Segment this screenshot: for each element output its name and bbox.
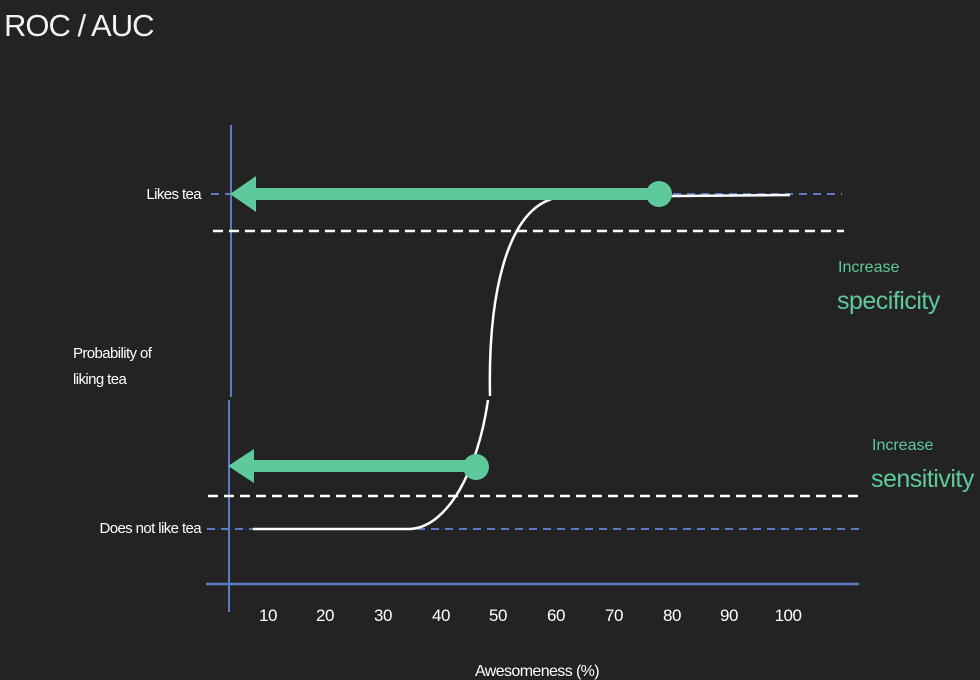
- x-tick-40: 40: [432, 606, 450, 625]
- y-axis-title-line1: Probability of: [73, 345, 153, 362]
- likes-tea-label: Likes tea: [146, 186, 202, 203]
- logistic-curve-top: [488, 193, 791, 397]
- x-tick-50: 50: [489, 606, 507, 625]
- x-tick-90: 90: [720, 606, 738, 625]
- x-tick-60: 60: [547, 606, 565, 625]
- x-tick-70: 70: [605, 606, 623, 625]
- specificity-arrow-head: [230, 176, 256, 212]
- specificity-label: specificity: [837, 287, 941, 315]
- sensitivity-increase-label: Increase: [872, 437, 933, 454]
- x-tick-30: 30: [374, 606, 392, 625]
- sensitivity-label: sensitivity: [871, 465, 975, 493]
- x-axis-title: Awesomeness (%): [475, 663, 599, 680]
- y-axis-title-line2: liking tea: [73, 371, 127, 388]
- specificity-arrow-shaft: [252, 188, 658, 200]
- sensitivity-arrow-shaft: [250, 460, 476, 472]
- slide-title: ROC / AUC: [4, 8, 154, 43]
- x-tick-100: 100: [775, 606, 802, 625]
- sensitivity-threshold-point: [463, 454, 489, 480]
- logistic-curve-bottom: [253, 399, 490, 531]
- does-not-like-tea-label: Does not like tea: [99, 520, 202, 537]
- x-tick-10: 10: [259, 606, 277, 625]
- specificity-threshold-point: [646, 181, 672, 207]
- specificity-increase-label: Increase: [838, 259, 899, 276]
- x-axis-ticks: 10 20 30 40 50 60 70 80 90 100: [259, 606, 802, 625]
- x-tick-20: 20: [316, 606, 334, 625]
- sensitivity-arrow-head: [228, 449, 254, 483]
- x-tick-80: 80: [663, 606, 681, 625]
